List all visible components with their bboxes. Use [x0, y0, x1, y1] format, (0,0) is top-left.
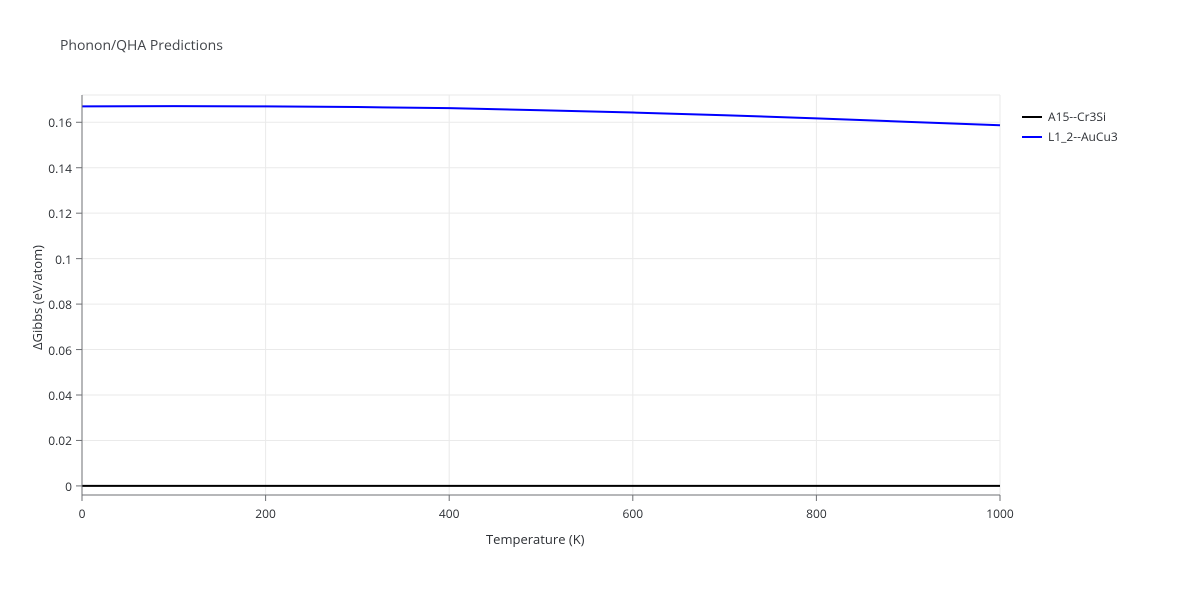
x-tick-label: 200: [252, 505, 280, 522]
legend-swatch: [1022, 116, 1042, 118]
x-tick-label: 1000: [986, 505, 1014, 522]
y-tick-label: 0.02: [48, 432, 72, 449]
x-tick-label: 800: [802, 505, 830, 522]
legend-item[interactable]: L1_2--AuCu3: [1022, 128, 1118, 145]
x-tick-label: 400: [435, 505, 463, 522]
y-tick-label: 0: [65, 478, 72, 495]
legend-swatch: [1022, 136, 1042, 138]
legend-item[interactable]: A15--Cr3Si: [1022, 108, 1106, 125]
y-tick-label: 0.1: [55, 251, 72, 268]
y-tick-label: 0.04: [48, 387, 72, 404]
y-tick-label: 0.16: [48, 114, 72, 131]
legend-label: L1_2--AuCu3: [1048, 128, 1118, 145]
y-tick-label: 0.06: [48, 342, 72, 359]
y-tick-label: 0.12: [48, 205, 72, 222]
legend-label: A15--Cr3Si: [1048, 108, 1106, 125]
x-axis-label: Temperature (K): [486, 530, 585, 548]
line-chart: [0, 0, 1200, 600]
y-tick-label: 0.08: [48, 296, 72, 313]
x-tick-label: 0: [68, 505, 96, 522]
x-tick-label: 600: [619, 505, 647, 522]
y-axis-label: ΔGibbs (eV/atom): [28, 245, 46, 350]
y-tick-label: 0.14: [48, 160, 72, 177]
